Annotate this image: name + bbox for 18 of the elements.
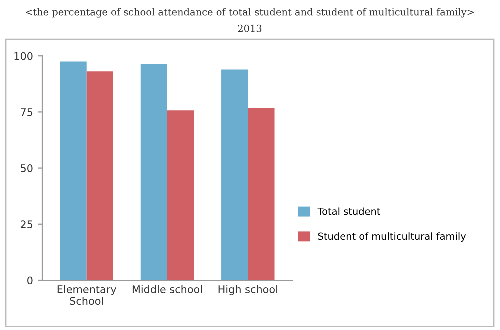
bar <box>140 64 168 280</box>
bar <box>222 70 248 280</box>
chart-title: <the percentage of school attendance of total student and student of multicultural family> <box>26 8 474 18</box>
bar <box>168 110 194 280</box>
y-tick-label: 0 <box>28 276 33 285</box>
bar <box>86 72 114 280</box>
legend-label: Student of multicultural family <box>318 232 466 242</box>
y-tick-label: 100 <box>14 52 33 60</box>
bar <box>60 62 87 280</box>
bar <box>248 108 275 280</box>
y-tick-label: 50 <box>21 164 33 172</box>
y-tick-label: 75 <box>21 108 33 116</box>
x-tick-label: High school <box>218 285 278 296</box>
x-tick-label: Middle school <box>132 285 202 294</box>
y-tick-label: 25 <box>20 220 33 229</box>
chart-subtitle: 2013 <box>238 24 262 32</box>
legend-label: Total student <box>318 208 381 216</box>
x-tick-label: Elementary School <box>58 285 117 306</box>
